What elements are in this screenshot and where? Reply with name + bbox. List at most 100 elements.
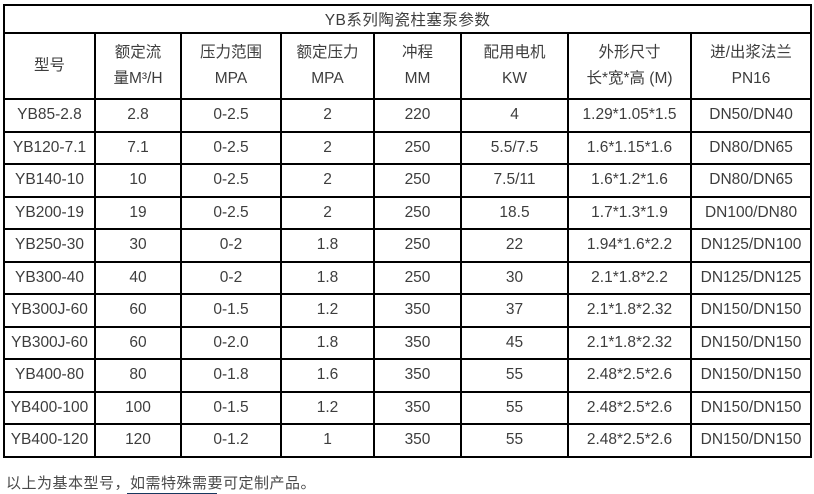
table-cell: 2.48*2.5*2.6 [567, 390, 692, 425]
table-cell: 0-2.5 [180, 98, 282, 133]
table-cell: DN125/DN100 [689, 228, 813, 263]
table-cell: DN150/DN150 [689, 423, 813, 458]
table-cell: 2 [280, 195, 375, 230]
table-cell: 0-2.5 [180, 130, 282, 165]
table-title: YB系列陶瓷柱塞泵参数 [2, 4, 813, 34]
table-cell: DN150/DN150 [689, 325, 813, 360]
table-cell: 2.8 [94, 98, 182, 133]
table-cell: DN150/DN150 [689, 293, 813, 328]
table-cell: 60 [94, 293, 182, 328]
table-cell: 350 [373, 423, 462, 458]
table-cell: 220 [373, 98, 462, 133]
table-cell: YB400-120 [3, 423, 96, 458]
table-row: YB120-7.1 7.1 0-2.5 2 250 5.5/7.5 1.6*1.15*1.6… [3, 130, 813, 165]
table-cell: 0-1.5 [180, 293, 282, 328]
table-cell: DN125/DN125 [689, 260, 813, 295]
table-cell: 1.8 [280, 228, 375, 263]
table-cell: 1.2 [280, 293, 375, 328]
column-header-flange: 进/出浆法兰 PN16 [689, 32, 813, 100]
table-cell: 1.6*1.2*1.6 [567, 163, 692, 198]
header-line: 配用电机 [483, 44, 546, 61]
header-line: 冲程 [401, 44, 433, 61]
table-cell: 350 [373, 390, 462, 425]
table-cell: 250 [373, 228, 462, 263]
table-cell: 350 [373, 358, 462, 393]
table-cell: YB250-30 [3, 228, 96, 263]
table-cell: 2.1*1.8*2.32 [567, 293, 692, 328]
table-cell: DN150/DN150 [689, 358, 813, 393]
table-cell: 1.8 [280, 260, 375, 295]
table-cell: DN100/DN80 [689, 195, 813, 230]
table-cell: 40 [94, 260, 182, 295]
table-cell: 1 [280, 423, 375, 458]
table-cell: 250 [373, 195, 462, 230]
column-header-pressure-range: 压力范围 MPA [180, 32, 282, 100]
table-cell: 0-2 [180, 228, 282, 263]
table-cell: 100 [94, 390, 182, 425]
header-line: 额定压力 [296, 44, 359, 61]
table-row: YB300-40 40 0-2 1.8 250 30 2.1*1.8*2.2 DN125/DN… [3, 260, 813, 295]
table-cell: 18.5 [460, 195, 569, 230]
table-row: YB200-19 19 0-2.5 2 250 18.5 1.7*1.3*1.9 DN100/… [3, 195, 813, 230]
table-cell: 7.5/11 [460, 163, 569, 198]
table-cell: 0-2.5 [180, 195, 282, 230]
header-line: 外形尺寸 [598, 44, 661, 61]
table-cell: 0-1.8 [180, 358, 282, 393]
table-cell: 60 [94, 325, 182, 360]
header-line: KW [502, 70, 527, 87]
table-row: YB300J-60 60 0-1.5 1.2 350 37 2.1*1.8*2.32 DN15… [3, 293, 813, 328]
table-cell: 55 [460, 390, 569, 425]
table-cell: YB400-80 [3, 358, 96, 393]
column-header-dimensions: 外形尺寸 长*宽*高 (M) [567, 32, 692, 100]
footer-note: 以上为基本型号，如需特殊需要可定制产品。 [6, 474, 317, 492]
table-cell: 5.5/7.5 [460, 130, 569, 165]
table-cell: 2.48*2.5*2.6 [567, 358, 692, 393]
table-cell: 30 [94, 228, 182, 263]
table-cell: 80 [94, 358, 182, 393]
table-cell: 7.1 [94, 130, 182, 165]
table-row: YB400-80 80 0-1.8 1.6 350 55 2.48*2.5*2.6 DN150… [3, 358, 813, 393]
table-cell: 1.6*1.15*1.6 [567, 130, 692, 165]
table-cell: DN150/DN150 [689, 390, 813, 425]
header-line: 量M³/H [113, 70, 163, 87]
table-row: YB250-30 30 0-2 1.8 250 22 1.94*1.6*2.2 DN125/D… [3, 228, 813, 263]
header-line: 长*宽*高 (M) [586, 70, 673, 87]
header-line: MM [404, 70, 431, 87]
table-row: YB400-120 120 0-1.2 1 350 55 2.48*2.5*2.6 DN150… [3, 423, 813, 458]
table-cell: DN80/DN65 [689, 163, 813, 198]
column-header-stroke: 冲程 MM [373, 32, 462, 100]
header-row: 型号 额定流 量M³/H 压力范围 MPA 额定压力 MPA 冲程 MM 配用电… [3, 32, 813, 100]
table-cell: YB300J-60 [3, 293, 96, 328]
table-cell: 4 [460, 98, 569, 133]
table-row: YB140-10 10 0-2.5 2 250 7.5/11 1.6*1.2*1.6 DN80… [3, 163, 813, 198]
table-cell: YB85-2.8 [3, 98, 96, 133]
table-cell: 0-1.5 [180, 390, 282, 425]
table-cell: 30 [460, 260, 569, 295]
table-cell: 1.29*1.05*1.5 [567, 98, 692, 133]
table-cell: 10 [94, 163, 182, 198]
table-cell: 0-1.2 [180, 423, 282, 458]
table-cell: 250 [373, 130, 462, 165]
table-cell: 0-2.0 [180, 325, 282, 360]
table-cell: 1.8 [280, 325, 375, 360]
header-line: PN16 [731, 70, 771, 87]
table-cell: 1.7*1.3*1.9 [567, 195, 692, 230]
column-header-model: 型号 [3, 32, 96, 100]
table-cell: YB400-100 [3, 390, 96, 425]
header-line: MPA [214, 70, 248, 87]
table-cell: YB120-7.1 [3, 130, 96, 165]
table-cell: DN50/DN40 [689, 98, 813, 133]
pump-spec-table: YB系列陶瓷柱塞泵参数 型号 额定流 量M³/H 压力范围 MPA 额定压力 M… [2, 4, 813, 458]
table-row: YB300J-60 60 0-2.0 1.8 350 45 2.1*1.8*2.32 DN15… [3, 325, 813, 360]
column-header-rated-pressure: 额定压力 MPA [280, 32, 375, 100]
table-cell: 2.48*2.5*2.6 [567, 423, 692, 458]
table-cell: 250 [373, 260, 462, 295]
table-cell: 2 [280, 98, 375, 133]
table-cell: YB140-10 [3, 163, 96, 198]
title-row: YB系列陶瓷柱塞泵参数 [2, 4, 813, 34]
table-cell: 1.6 [280, 358, 375, 393]
header-line: 压力范围 [199, 44, 262, 61]
table-cell: 120 [94, 423, 182, 458]
header-line: 型号 [33, 57, 65, 74]
table-cell: 2 [280, 163, 375, 198]
